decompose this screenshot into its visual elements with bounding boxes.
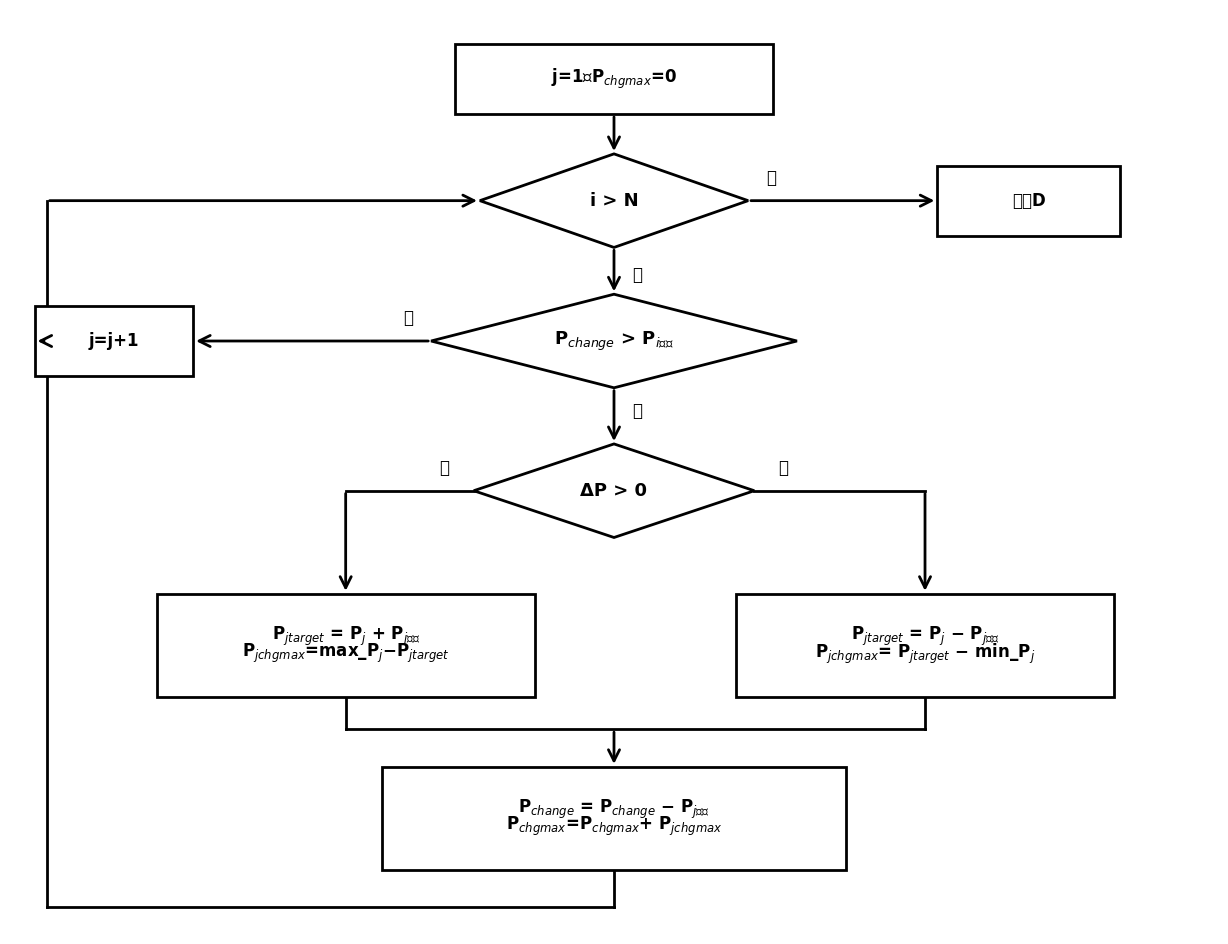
Polygon shape	[474, 444, 754, 537]
Text: 否: 否	[403, 309, 413, 327]
Text: 否: 否	[632, 266, 642, 284]
Text: P$_{jtarget}$ = P$_j$ − P$_{j死区}$: P$_{jtarget}$ = P$_j$ − P$_{j死区}$	[851, 625, 1000, 649]
Bar	[34, 306, 193, 376]
Text: j=1，P$_{chgmax}$=0: j=1，P$_{chgmax}$=0	[551, 67, 677, 92]
Bar	[937, 165, 1120, 236]
Text: 否: 否	[779, 459, 788, 477]
Bar	[456, 44, 772, 114]
Polygon shape	[431, 295, 797, 388]
Text: 步骤D: 步骤D	[1012, 192, 1045, 210]
Text: i > N: i > N	[589, 192, 639, 210]
Bar	[382, 767, 846, 869]
Bar	[157, 594, 534, 697]
Text: P$_{jtarget}$ = P$_j$ + P$_{j死区}$: P$_{jtarget}$ = P$_j$ + P$_{j死区}$	[271, 625, 420, 649]
Text: P$_{change}$ > P$_{i死区}$: P$_{change}$ > P$_{i死区}$	[554, 329, 674, 353]
Text: P$_{change}$ = P$_{change}$ − P$_{j死区}$: P$_{change}$ = P$_{change}$ − P$_{j死区}$	[518, 799, 710, 821]
Text: j=j+1: j=j+1	[88, 332, 139, 350]
Text: P$_{jchgmax}$=max_P$_j$−P$_{jtarget}$: P$_{jchgmax}$=max_P$_j$−P$_{jtarget}$	[242, 642, 449, 666]
Text: 是: 是	[440, 459, 449, 477]
Text: P$_{jchgmax}$= P$_{jtarget}$ − min_P$_j$: P$_{jchgmax}$= P$_{jtarget}$ − min_P$_j$	[815, 641, 1035, 666]
Text: 是: 是	[632, 402, 642, 420]
Text: 是: 是	[766, 169, 776, 187]
Polygon shape	[480, 154, 748, 247]
Text: ΔP > 0: ΔP > 0	[581, 481, 647, 499]
Bar	[736, 594, 1114, 697]
Text: P$_{chgmax}$=P$_{chgmax}$+ P$_{jchgmax}$: P$_{chgmax}$=P$_{chgmax}$+ P$_{jchgmax}$	[506, 815, 722, 838]
